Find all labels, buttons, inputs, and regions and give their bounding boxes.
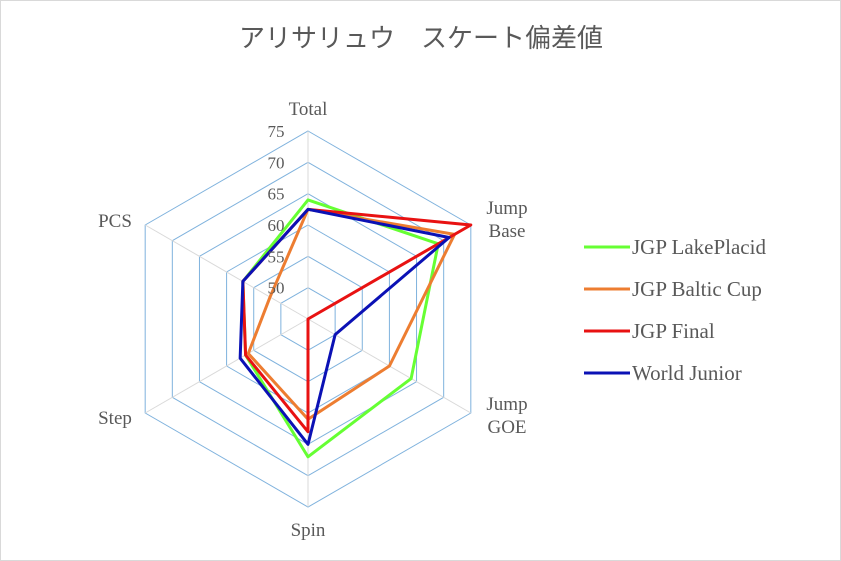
spoke-step [144,318,309,414]
category-label-total: Total [289,99,328,120]
legend-item-jgp-final: JGP Final [584,319,715,343]
tick-label-50: 50 [268,279,285,298]
legend: JGP LakePlacid JGP Baltic Cup JGP Final Wor… [584,235,766,385]
legend-label: World Junior [632,361,742,385]
category-label-jump-goe: Jump GOE [486,394,527,438]
series-line-world-junior [238,207,451,446]
tick-label-75: 75 [268,122,285,141]
legend-label: JGP Baltic Cup [632,277,762,301]
category-label-spin: Spin [291,520,326,541]
tick-label-55: 55 [268,247,285,266]
category-label-jump-base: Jump Base [486,198,527,242]
legend-label: JGP Final [632,319,715,343]
chart-title: アリサリュウ スケート偏差値 [239,24,603,54]
category-labels: Total Jump Base Jump GOE Spin Step PCS [98,99,528,541]
category-label-step: Step [98,408,132,429]
legend-item-jgp-lakeplacid: JGP LakePlacid [584,235,766,259]
legend-item-jgp-baltic-cup: JGP Baltic Cup [584,277,762,301]
tick-label-65: 65 [268,185,285,204]
series-lines [238,198,473,459]
radial-tick-labels: 50 55 60 65 70 75 [268,122,285,298]
legend-item-world-junior: World Junior [584,361,742,385]
tick-label-70: 70 [268,153,285,172]
tick-label-60: 60 [268,216,285,235]
spoke-pcs [144,224,309,320]
category-label-pcs: PCS [98,211,132,232]
legend-label: JGP LakePlacid [632,235,766,259]
